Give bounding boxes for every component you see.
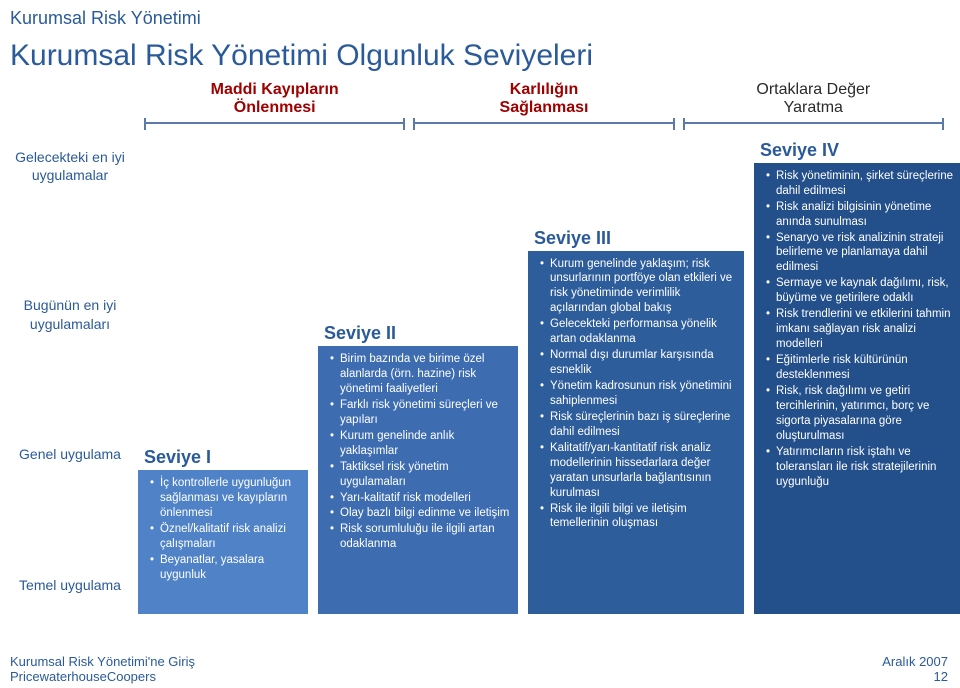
level-1-list: İç kontrollerle uygunluğun sağlanması ve…	[146, 476, 300, 583]
level-1-title: Seviye I	[144, 443, 308, 468]
band-label: Ortaklara Değer	[679, 81, 948, 99]
list-item: Kurum genelinde yaklaşım; risk unsurları…	[540, 257, 736, 317]
page-subtitle: Kurumsal Risk Yönetimi	[0, 0, 960, 29]
list-item: İç kontrollerle uygunluğun sağlanması ve…	[150, 476, 300, 521]
level-3-box: Kurum genelinde yaklaşım; risk unsurları…	[528, 251, 744, 614]
list-item: Risk, risk dağılımı ve getiri tercihleri…	[766, 384, 956, 444]
list-item: Taktiksel risk yönetim uygulamaları	[330, 460, 510, 490]
level-1-column: Seviye I İç kontrollerle uygunluğun sağl…	[138, 136, 308, 614]
level-columns: Seviye I İç kontrollerle uygunluğun sağl…	[138, 136, 960, 614]
ylabel-future-best: Gelecekteki en iyi uygulamalar	[12, 148, 128, 184]
level-2-column: Seviye II Birim bazında ve birime özel a…	[318, 136, 518, 614]
band-label: Maddi Kayıpların	[140, 81, 409, 99]
band-label: Sağlanması	[409, 99, 678, 117]
footer-page-number: 12	[882, 669, 948, 684]
list-item: Eğitimlerle risk kültürünün desteklenmes…	[766, 353, 956, 383]
list-item: Risk süreçlerinin bazı iş süreçlerine da…	[540, 410, 736, 440]
band-stakeholders: Ortaklara Değer Yaratma	[679, 79, 948, 130]
band-label: Yaratma	[679, 99, 948, 117]
level-4-box: Risk yönetiminin, şirket süreçlerine dah…	[754, 163, 960, 614]
footer-date: Aralık 2007	[882, 654, 948, 669]
list-item: Yönetim kadrosunun risk yönetimini sahip…	[540, 379, 736, 409]
level-4-column: Seviye IV Risk yönetiminin, şirket süreç…	[754, 136, 960, 614]
ylabel-today-best: Bugünün en iyi uygulamaları	[12, 296, 128, 332]
top-bands: Maddi Kayıpların Önlenmesi Karlılığın Sa…	[140, 79, 948, 130]
ylabel-basic: Temel uygulama	[12, 576, 128, 594]
list-item: Risk ile ilgili bilgi ve iletişim temell…	[540, 502, 736, 532]
list-item: Olay bazlı bilgi edinme ve iletişim	[330, 506, 510, 521]
list-item: Birim bazında ve birime özel alanlarda (…	[330, 352, 510, 397]
footer-right: Aralık 2007 12	[882, 654, 948, 684]
footer: Kurumsal Risk Yönetimi'ne Giriş Pricewat…	[10, 654, 948, 684]
list-item: Senaryo ve risk analizinin strateji beli…	[766, 231, 956, 276]
band-label: Önlenmesi	[140, 99, 409, 117]
list-item: Farklı risk yönetimi süreçleri ve yapıla…	[330, 398, 510, 428]
list-item: Risk sorumluluğu ile ilgili artan odakla…	[330, 522, 510, 552]
list-item: Risk yönetiminin, şirket süreçlerine dah…	[766, 169, 956, 199]
list-item: Sermaye ve kaynak dağılımı, risk, büyüme…	[766, 276, 956, 306]
footer-doc-title: Kurumsal Risk Yönetimi'ne Giriş	[10, 654, 195, 669]
band-profit: Karlılığın Sağlanması	[409, 79, 678, 130]
band-label: Karlılığın	[409, 81, 678, 99]
list-item: Normal dışı durumlar karşısında esneklik	[540, 348, 736, 378]
band-bar	[413, 122, 674, 124]
level-3-column: Seviye III Kurum genelinde yaklaşım; ris…	[528, 136, 744, 614]
level-4-title: Seviye IV	[760, 136, 960, 161]
band-bar	[144, 122, 405, 124]
level-4-list: Risk yönetiminin, şirket süreçlerine dah…	[762, 169, 956, 490]
band-bar	[683, 122, 944, 124]
main-chart: Gelecekteki en iyi uygulamalar Bugünün e…	[0, 136, 960, 614]
level-1-box: İç kontrollerle uygunluğun sağlanması ve…	[138, 470, 308, 613]
footer-left: Kurumsal Risk Yönetimi'ne Giriş Pricewat…	[10, 654, 195, 684]
footer-company: PricewaterhouseCoopers	[10, 669, 195, 684]
list-item: Risk analizi bilgisinin yönetime anında …	[766, 200, 956, 230]
ylabel-general: Genel uygulama	[12, 445, 128, 463]
y-axis-labels: Gelecekteki en iyi uygulamalar Bugünün e…	[12, 136, 132, 614]
list-item: Yatırımcıların risk iştahı ve toleransla…	[766, 445, 956, 490]
list-item: Kurum genelinde anlık yaklaşımlar	[330, 429, 510, 459]
level-2-title: Seviye II	[324, 319, 518, 344]
band-losses: Maddi Kayıpların Önlenmesi	[140, 79, 409, 130]
level-3-title: Seviye III	[534, 224, 744, 249]
list-item: Gelecekteki performansa yönelik artan od…	[540, 317, 736, 347]
list-item: Kalitatif/yarı-kantitatif risk analiz mo…	[540, 441, 736, 501]
list-item: Risk trendlerini ve etkilerini tahmin im…	[766, 307, 956, 352]
list-item: Yarı-kalitatif risk modelleri	[330, 491, 510, 506]
level-2-list: Birim bazında ve birime özel alanlarda (…	[326, 352, 510, 552]
list-item: Öznel/kalitatif risk analizi çalışmaları	[150, 522, 300, 552]
page-title: Kurumsal Risk Yönetimi Olgunluk Seviyele…	[0, 29, 960, 79]
list-item: Beyanatlar, yasalara uygunluk	[150, 553, 300, 583]
level-2-box: Birim bazında ve birime özel alanlarda (…	[318, 346, 518, 614]
level-3-list: Kurum genelinde yaklaşım; risk unsurları…	[536, 257, 736, 532]
